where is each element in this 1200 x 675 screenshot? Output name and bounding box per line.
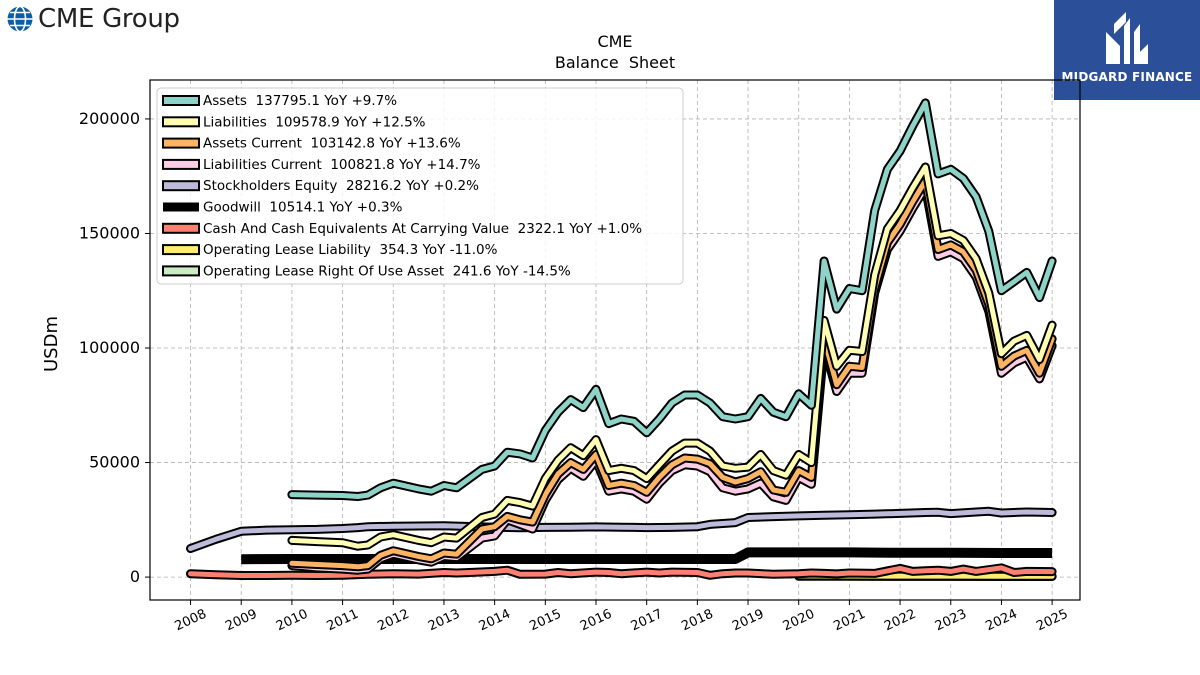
legend-swatch [162, 158, 200, 170]
y-tick-label: 150000 [79, 223, 140, 242]
legend-swatch [162, 244, 200, 256]
x-tick-label: 2012 [375, 607, 411, 635]
series-cash-and-cash-equivalents-at-carrying-value [186, 563, 1057, 580]
legend: Assets 137795.1 YoY +9.7% Liabilities 109… [156, 87, 684, 285]
legend-item: Stockholders Equity 28216.2 YoY +0.2% [162, 178, 479, 194]
globe-icon [7, 5, 33, 33]
x-tick-label: 2014 [477, 607, 513, 635]
x-tick-label: 2008 [173, 607, 209, 635]
x-tick-label: 2023 [933, 607, 969, 635]
legend-label: Goodwill 10514.1 YoY +0.3% [203, 200, 403, 216]
y-tick-label: 0 [130, 567, 140, 586]
series-line [188, 565, 1055, 578]
legend-item: Operating Lease Right Of Use Asset 241.6… [162, 263, 571, 279]
series-line [289, 100, 1055, 499]
legend-label: Assets 137795.1 YoY +9.7% [203, 93, 397, 109]
legend-swatch [162, 137, 200, 149]
series-line [241, 547, 1053, 565]
legend-item: Goodwill 10514.1 YoY +0.3% [163, 200, 403, 216]
x-tick-label: 2019 [730, 607, 766, 635]
legend-item: Cash And Cash Equivalents At Carrying Va… [162, 221, 642, 237]
legend-label: Liabilities 109578.9 YoY +12.5% [203, 114, 426, 130]
series-goodwill [241, 547, 1053, 565]
legend-label: Stockholders Equity 28216.2 YoY +0.2% [203, 178, 479, 194]
x-tick-label: 2011 [325, 607, 361, 635]
x-tick-label: 2020 [781, 607, 817, 635]
y-tick-label: 50000 [89, 453, 140, 472]
series-liabilities [287, 162, 1057, 551]
legend-swatch [162, 180, 200, 192]
x-tick-label: 2009 [223, 607, 259, 635]
midgard-logo-icon [1106, 12, 1148, 64]
legend-label: Liabilities Current 100821.8 YoY +14.7% [203, 157, 481, 173]
x-tick-label: 2024 [983, 607, 1019, 635]
chart-title: CME [597, 32, 632, 51]
cme-group-brand: CME Group [6, 4, 180, 34]
x-tick-label: 2018 [679, 607, 715, 635]
series-line [188, 508, 1055, 551]
series-assets [287, 98, 1057, 501]
brand-name: CME Group [38, 4, 180, 34]
legend-swatch [162, 265, 200, 277]
y-tick-label: 100000 [79, 338, 140, 357]
legend-item: Liabilities 109578.9 YoY +12.5% [162, 114, 426, 130]
legend-label: Operating Lease Right Of Use Asset 241.6… [203, 263, 571, 279]
legend-box [156, 87, 684, 285]
legend-swatch [162, 222, 200, 234]
series-line [289, 164, 1055, 549]
legend-swatch [162, 116, 200, 128]
y-tick-label: 200000 [79, 109, 140, 128]
series-layer [186, 98, 1057, 581]
legend-item: Assets 137795.1 YoY +9.7% [162, 93, 397, 109]
legend-item: Operating Lease Liability 354.3 YoY -11.… [162, 242, 498, 258]
legend-item: Assets Current 103142.8 YoY +13.6% [162, 136, 461, 152]
x-tick-label: 2021 [831, 607, 867, 635]
legend-item: Liabilities Current 100821.8 YoY +14.7% [162, 157, 481, 173]
legend-label: Cash And Cash Equivalents At Carrying Va… [203, 221, 642, 237]
legend-label: Operating Lease Liability 354.3 YoY -11.… [203, 242, 498, 258]
midgard-finance-logo: MIDGARD FINANCE [1054, 0, 1200, 100]
legend-swatch [162, 95, 200, 106]
x-tick-label: 2016 [578, 607, 614, 635]
partner-name: MIDGARD FINANCE [1061, 70, 1193, 84]
series-stockholders-equity [186, 506, 1057, 553]
x-tick-label: 2015 [527, 607, 563, 635]
legend-label: Assets Current 103142.8 YoY +13.6% [203, 136, 461, 152]
y-axis-label: USDm [41, 316, 62, 372]
legend-swatch [163, 202, 199, 212]
x-tick-label: 2010 [274, 607, 310, 635]
chart-subtitle: Balance Sheet [555, 53, 675, 72]
plot-frame [149, 79, 1081, 601]
x-tick-label: 2017 [629, 607, 665, 635]
x-tick-label: 2013 [426, 607, 462, 635]
x-tick-label: 2025 [1034, 607, 1070, 635]
x-tick-label: 2022 [882, 607, 918, 635]
